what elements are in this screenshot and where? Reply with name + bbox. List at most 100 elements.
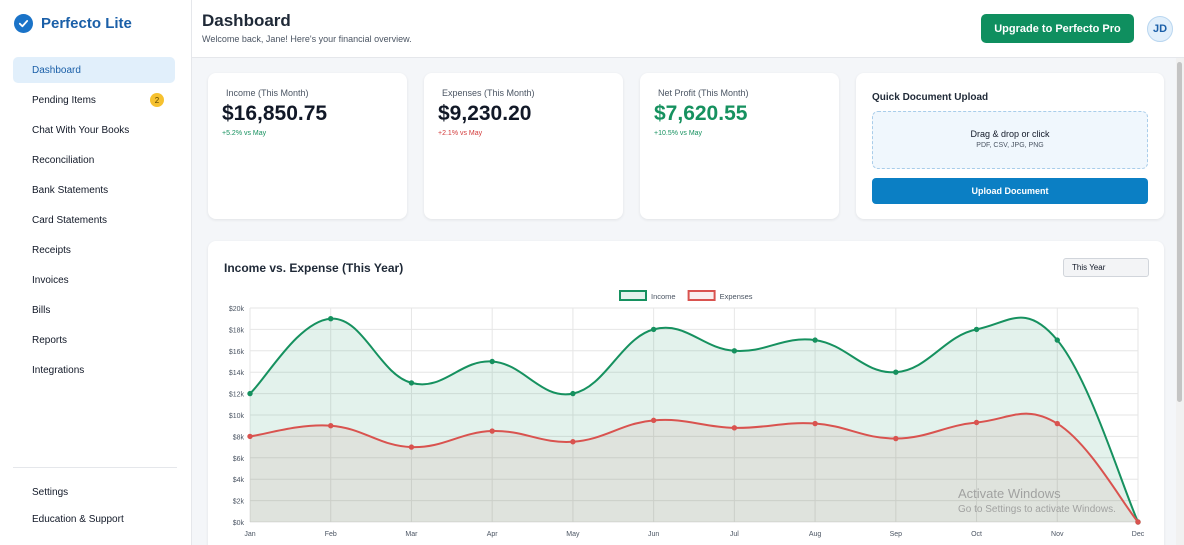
data-point-expenses [650,417,657,424]
sidebar-item-dashboard[interactable]: Dashboard [13,57,175,83]
chart-card: Income vs. Expense (This Year) This Year… [208,241,1164,545]
sidebar-item-invoices[interactable]: Invoices [13,267,175,293]
dropzone-text: Drag & drop or click [970,129,1050,139]
income-expense-chart: $0k $2k $4k $6k $8k $10k $12k $14k $16k $18k $20k J… [229,290,1145,538]
stat-value: $9,230.20 [438,102,532,125]
brand-name: Perfecto Lite [41,15,132,32]
y-tick-label: $12k [229,392,245,399]
stat-label: Income (This Month) [226,88,309,98]
x-tick-label: Aug [809,531,822,538]
sidebar-item-label: Pending Items [32,94,96,106]
page-title: Dashboard [202,11,291,30]
data-point-income [731,348,738,354]
sidebar-nav: Dashboard Pending Items 2 Chat With Your … [13,57,175,387]
sidebar-divider [13,467,177,468]
sidebar-item-chat-with-your-books[interactable]: Chat With Your Books [13,117,175,143]
avatar[interactable]: JD [1147,16,1173,42]
period-select[interactable]: This Year [1063,258,1149,277]
legend-swatch-expenses [687,290,716,301]
stat-delta: +10.5% vs May [654,130,703,137]
pending-count-badge: 2 [150,93,164,107]
page-scrollbar[interactable] [1176,58,1184,545]
data-point-expenses [1135,519,1141,525]
data-point-income [570,390,576,397]
y-tick-label: $0k [233,520,245,527]
stat-label: Net Profit (This Month) [658,88,749,98]
chart-title: Income vs. Expense (This Year) [224,261,404,275]
data-point-expenses [1054,420,1060,427]
x-tick-label: Jul [730,531,739,538]
data-point-expenses [489,428,495,434]
data-point-income [650,326,657,333]
series-area-expenses [250,413,1138,522]
scrollbar-thumb[interactable] [1177,62,1182,402]
x-tick-label: Mar [405,531,418,538]
legend-label-income: Income [651,292,676,301]
sidebar-item-education-support[interactable]: Education & Support [13,507,175,531]
net-profit-card: Net Profit (This Month) $7,620.55 +10.5%… [640,73,839,219]
data-point-expenses [247,433,253,440]
data-point-income [893,369,899,375]
stat-delta: +5.2% vs May [222,130,267,137]
sidebar-item-label: Invoices [32,274,69,286]
x-tick-label: Feb [325,531,337,538]
sidebar-item-label: Receipts [32,244,71,256]
upload-document-button[interactable]: Upload Document [872,178,1148,204]
stat-value: $7,620.55 [654,102,748,125]
sidebar-item-label: Reports [32,334,68,346]
series-line-expenses [249,412,1139,523]
y-tick-label: $16k [229,349,245,356]
upgrade-button[interactable]: Upgrade to Perfecto Pro [981,14,1134,43]
data-point-expenses [812,420,818,427]
x-tick-label: Oct [971,531,982,538]
sidebar-item-reports[interactable]: Reports [13,327,175,353]
x-tick-label: Sep [890,531,903,538]
data-point-expenses [408,444,415,450]
data-point-income [408,380,415,386]
y-tick-label: $18k [229,327,245,334]
sidebar-item-settings[interactable]: Settings [13,480,175,504]
y-tick-label: $4k [233,477,245,484]
data-point-expenses [893,435,899,442]
sidebar-item-card-statements[interactable]: Card Statements [13,207,175,233]
x-tick-label: May [566,531,580,538]
data-point-income [247,390,253,397]
check-circle-icon [14,14,33,33]
upload-title: Quick Document Upload [872,92,989,103]
sidebar-item-label: Bank Statements [32,184,109,196]
income-card: Income (This Month) $16,850.75 +5.2% vs … [208,73,407,219]
sidebar-item-bills[interactable]: Bills [13,297,175,323]
series-area-income [250,317,1138,522]
stat-label: Expenses (This Month) [442,88,535,98]
stat-delta: +2.1% vs May [438,130,483,137]
sidebar-item-label: Education & Support [32,513,124,525]
sidebar-item-label: Reconciliation [32,154,95,166]
x-tick-label: Jan [244,531,255,538]
x-tick-label: Nov [1051,531,1064,538]
sidebar-item-receipts[interactable]: Receipts [13,237,175,263]
sidebar-item-label: Chat With Your Books [32,124,130,136]
data-point-income [973,326,980,333]
upload-dropzone[interactable]: Drag & drop or click PDF, CSV, JPG, PNG [872,111,1148,169]
data-point-income [328,316,334,322]
data-point-expenses [973,419,980,426]
sidebar-item-bank-statements[interactable]: Bank Statements [13,177,175,203]
dropzone-formats: PDF, CSV, JPG, PNG [976,142,1044,149]
sidebar-item-pending-items[interactable]: Pending Items 2 [13,87,175,113]
sidebar-item-reconciliation[interactable]: Reconciliation [13,147,175,173]
sidebar-bottom-nav: Settings Education & Support [13,480,175,534]
legend-swatch-income [619,290,647,301]
sidebar-item-integrations[interactable]: Integrations [13,357,175,383]
upload-card: Quick Document Upload Drag & drop or cli… [856,73,1164,219]
stat-value: $16,850.75 [222,102,328,125]
brand[interactable]: Perfecto Lite [14,14,132,33]
series-line-income [249,316,1139,523]
data-point-income [1054,337,1060,343]
x-tick-label: Jun [648,531,659,538]
y-tick-label: $10k [229,413,245,420]
sidebar-item-label: Integrations [32,364,85,376]
sidebar: Perfecto Lite Dashboard Pending Items 2 C… [0,0,192,545]
data-point-income [812,337,818,343]
sidebar-item-label: Card Statements [32,214,108,226]
sidebar-item-label: Bills [32,304,51,316]
